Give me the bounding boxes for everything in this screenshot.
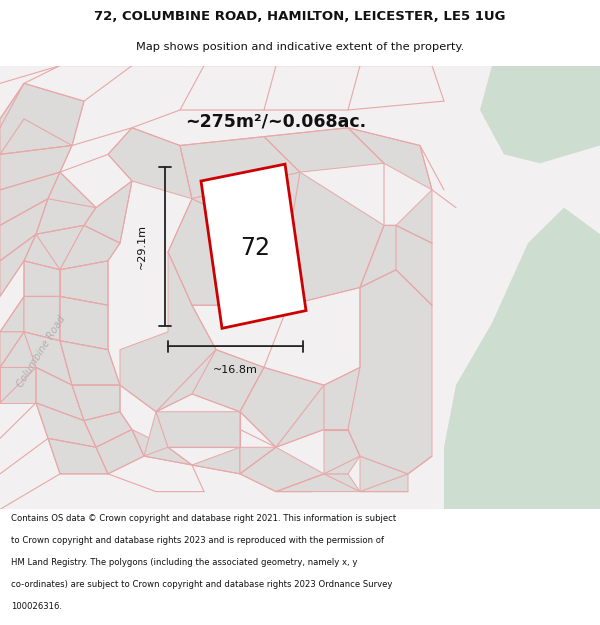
Polygon shape <box>48 438 108 474</box>
Polygon shape <box>180 137 300 199</box>
Polygon shape <box>36 403 96 448</box>
Text: HM Land Registry. The polygons (including the associated geometry, namely x, y: HM Land Registry. The polygons (includin… <box>11 558 357 567</box>
Polygon shape <box>360 226 432 305</box>
Polygon shape <box>108 127 192 199</box>
Polygon shape <box>0 146 72 190</box>
Polygon shape <box>132 429 192 465</box>
Polygon shape <box>444 208 600 509</box>
Polygon shape <box>192 448 240 474</box>
Polygon shape <box>348 127 432 190</box>
Polygon shape <box>24 296 60 341</box>
Text: ~16.8m: ~16.8m <box>213 366 258 376</box>
Polygon shape <box>276 368 360 448</box>
Polygon shape <box>264 127 384 172</box>
Text: ~29.1m: ~29.1m <box>137 224 147 269</box>
Polygon shape <box>168 199 288 305</box>
Polygon shape <box>0 83 84 154</box>
Text: 72, COLUMBINE ROAD, HAMILTON, LEICESTER, LE5 1UG: 72, COLUMBINE ROAD, HAMILTON, LEICESTER,… <box>94 10 506 23</box>
Polygon shape <box>348 270 432 474</box>
Polygon shape <box>96 429 144 474</box>
Polygon shape <box>60 261 108 305</box>
Text: 100026316.: 100026316. <box>11 602 62 611</box>
Polygon shape <box>276 474 360 492</box>
Polygon shape <box>84 412 132 447</box>
Polygon shape <box>240 368 324 448</box>
Text: to Crown copyright and database rights 2023 and is reproduced with the permissio: to Crown copyright and database rights 2… <box>11 536 384 545</box>
Polygon shape <box>201 164 306 328</box>
Polygon shape <box>72 385 120 421</box>
Polygon shape <box>24 261 60 296</box>
Polygon shape <box>84 181 132 243</box>
Polygon shape <box>192 172 384 305</box>
Polygon shape <box>0 332 36 367</box>
Polygon shape <box>144 412 240 456</box>
Polygon shape <box>396 190 432 243</box>
Polygon shape <box>24 226 84 270</box>
Polygon shape <box>240 448 276 474</box>
Polygon shape <box>36 172 96 234</box>
Polygon shape <box>324 429 360 474</box>
Text: co-ordinates) are subject to Crown copyright and database rights 2023 Ordnance S: co-ordinates) are subject to Crown copyr… <box>11 580 392 589</box>
Polygon shape <box>0 199 48 261</box>
Polygon shape <box>240 448 324 492</box>
Text: 72: 72 <box>240 236 270 259</box>
Polygon shape <box>60 296 108 349</box>
Polygon shape <box>0 234 36 296</box>
Text: Columbine Road: Columbine Road <box>15 314 67 389</box>
Text: Contains OS data © Crown copyright and database right 2021. This information is : Contains OS data © Crown copyright and d… <box>11 514 396 523</box>
Polygon shape <box>60 341 120 385</box>
Polygon shape <box>120 252 216 412</box>
Polygon shape <box>480 66 600 163</box>
Polygon shape <box>36 368 84 421</box>
Text: Map shows position and indicative extent of the property.: Map shows position and indicative extent… <box>136 42 464 52</box>
Polygon shape <box>360 456 408 492</box>
Polygon shape <box>0 332 72 385</box>
Polygon shape <box>360 456 432 474</box>
Polygon shape <box>0 368 36 403</box>
Text: ~275m²/~0.068ac.: ~275m²/~0.068ac. <box>185 112 367 130</box>
Polygon shape <box>0 296 24 332</box>
Polygon shape <box>156 349 264 412</box>
Polygon shape <box>60 226 120 270</box>
Polygon shape <box>0 172 60 226</box>
